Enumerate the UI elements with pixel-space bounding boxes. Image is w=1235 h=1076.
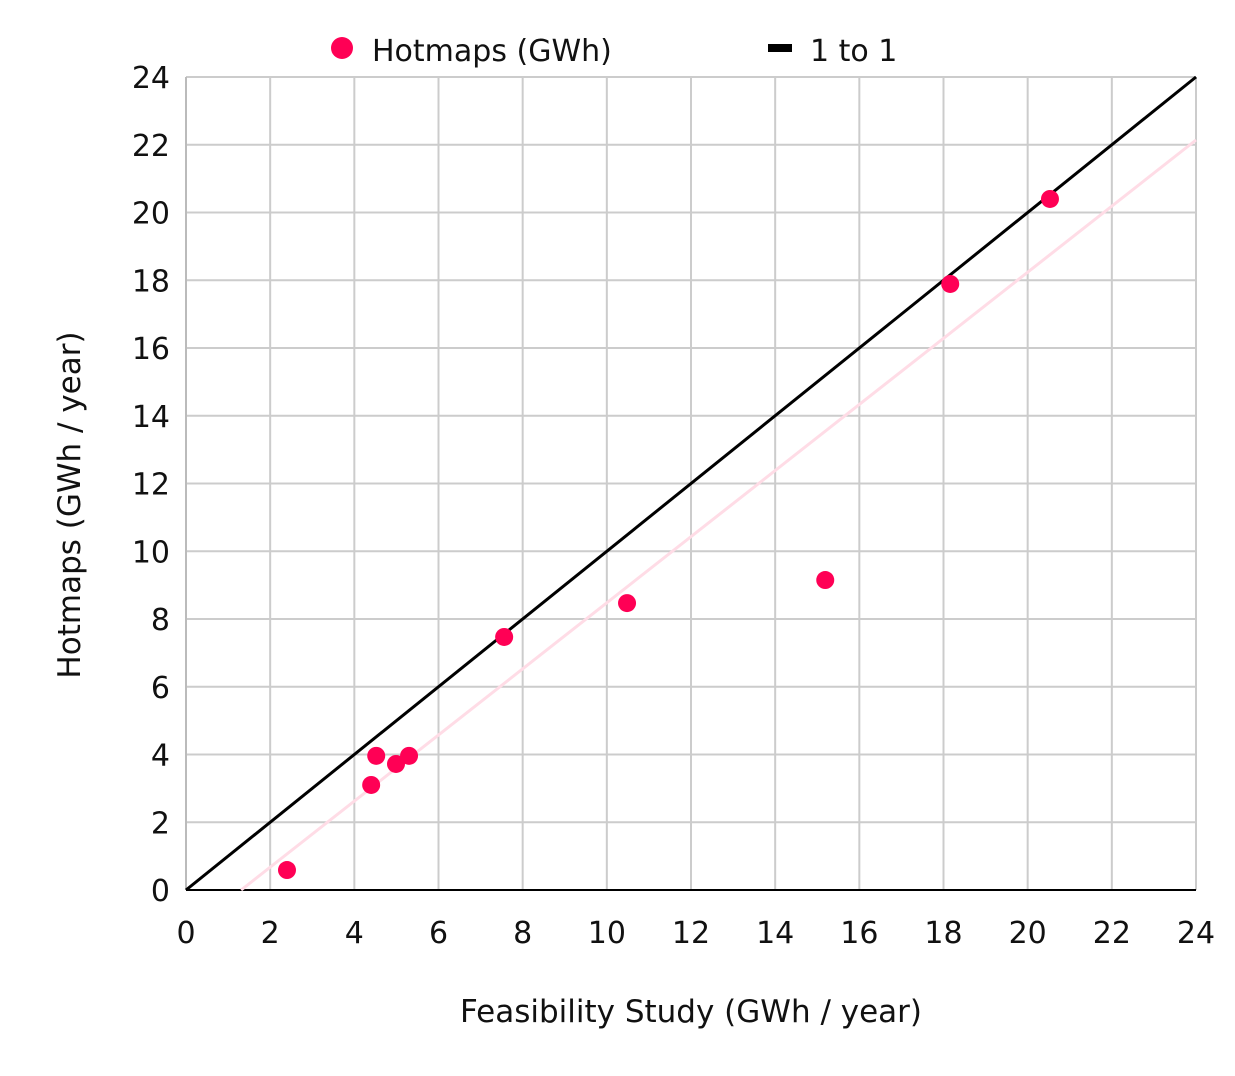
y-tick-label: 18 bbox=[132, 264, 170, 299]
data-point bbox=[495, 627, 514, 646]
x-axis-label: Feasibility Study (GWh / year) bbox=[460, 994, 922, 1030]
y-tick-label: 20 bbox=[132, 197, 170, 232]
y-tick-label: 8 bbox=[151, 603, 170, 638]
data-point bbox=[367, 746, 386, 765]
x-tick-label: 0 bbox=[176, 916, 195, 951]
data-points bbox=[278, 189, 1059, 880]
legend-label-hotmaps: Hotmaps (GWh) bbox=[372, 34, 612, 69]
y-tick-label: 2 bbox=[151, 806, 170, 841]
y-tick-label: 14 bbox=[132, 400, 170, 435]
legend-label-1to1: 1 to 1 bbox=[810, 34, 897, 69]
x-tick-label: 4 bbox=[345, 916, 364, 951]
one-to-one-line bbox=[185, 75, 1197, 892]
trendline bbox=[240, 138, 1197, 892]
data-point bbox=[1040, 189, 1059, 208]
x-tick-label: 6 bbox=[429, 916, 448, 951]
x-tick-label: 8 bbox=[513, 916, 532, 951]
y-tick-label: 22 bbox=[132, 129, 170, 164]
data-point bbox=[386, 754, 405, 773]
y-tick-label: 4 bbox=[151, 739, 170, 774]
legend-marker-1to1 bbox=[768, 44, 792, 52]
data-point bbox=[400, 746, 419, 765]
x-tick-label: 2 bbox=[261, 916, 280, 951]
x-tick-label: 24 bbox=[1177, 916, 1215, 951]
data-point bbox=[278, 861, 296, 880]
legend-marker-hotmaps bbox=[331, 37, 353, 59]
y-tick-label: 0 bbox=[151, 874, 170, 909]
y-tick-label: 16 bbox=[132, 332, 170, 367]
x-tick-label: 10 bbox=[588, 916, 626, 951]
x-tick-label: 14 bbox=[756, 916, 794, 951]
grid bbox=[185, 76, 1197, 891]
data-point bbox=[362, 775, 381, 794]
legend: Hotmaps (GWh) 1 to 1 bbox=[331, 34, 897, 69]
x-tick-label: 12 bbox=[672, 916, 710, 951]
y-tick-label: 6 bbox=[151, 671, 170, 706]
x-tick-labels: 0 2 4 6 8 10 12 14 16 18 20 22 24 bbox=[176, 916, 1215, 951]
data-point bbox=[618, 594, 637, 613]
y-tick-label: 24 bbox=[132, 61, 170, 96]
y-tick-label: 12 bbox=[132, 468, 170, 503]
x-tick-label: 16 bbox=[840, 916, 878, 951]
data-point bbox=[816, 571, 835, 590]
y-tick-label: 10 bbox=[132, 535, 170, 570]
x-tick-label: 18 bbox=[924, 916, 962, 951]
data-point bbox=[941, 274, 960, 293]
x-tick-label: 22 bbox=[1093, 916, 1131, 951]
x-tick-label: 20 bbox=[1009, 916, 1047, 951]
y-axis-label: Hotmaps (GWh / year) bbox=[52, 331, 88, 678]
